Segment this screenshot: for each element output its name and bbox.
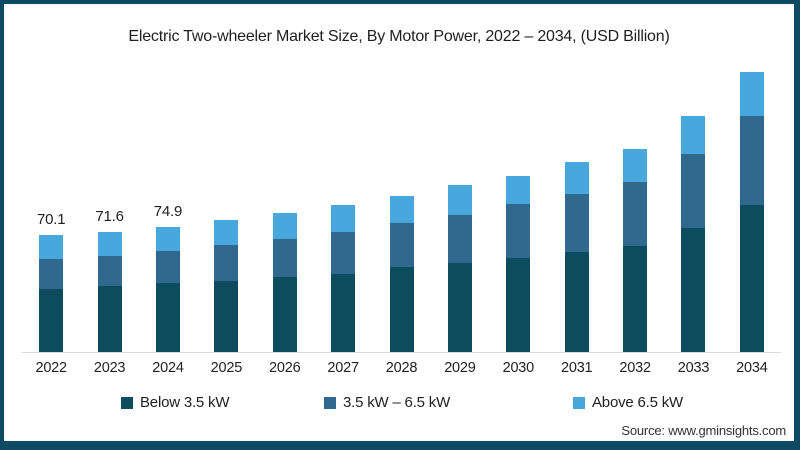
year-label: 2023: [93, 360, 126, 376]
legend-item-above-6.5-kw: Above 6.5 kW: [573, 394, 683, 411]
bar-column: 2025: [197, 53, 255, 376]
x-axis-line: [22, 352, 781, 353]
bar-segment-3.5-kw-6.5-kw: [681, 154, 706, 228]
year-label: 2032: [619, 360, 651, 376]
bar-segment-above-6.5-kw: [447, 184, 472, 215]
legend-label: Below 3.5 kW: [140, 394, 230, 411]
bar-segment-above-6.5-kw: [739, 71, 764, 116]
data-label: 71.6: [95, 207, 124, 225]
bar-segment-above-6.5-kw: [155, 226, 180, 252]
bar-stack: [155, 226, 180, 353]
bar-segment-3.5-kw-6.5-kw: [623, 182, 648, 246]
bar-stack: [39, 234, 64, 353]
bar-segment-3.5-kw-6.5-kw: [155, 251, 180, 284]
data-label: 74.9: [153, 202, 183, 220]
legend-label: 3.5 kW – 6.5 kW: [343, 394, 451, 411]
bar-segment-below-3.5-kw: [331, 273, 356, 353]
bar-segment-3.5-kw-6.5-kw: [272, 239, 297, 278]
bar-segment-above-6.5-kw: [272, 213, 297, 240]
bar-stack: [331, 205, 356, 353]
legend: Below 3.5 kW 3.5 kW – 6.5 kW Above 6.5 kW: [4, 394, 794, 414]
bar-segment-above-6.5-kw: [389, 195, 414, 224]
plot-area: 70.1 2022 71.6 2023 74.9 2024 2025 2026 2027 2028…: [22, 53, 781, 376]
bar-column: 2029: [431, 53, 489, 376]
bar-column: 2028: [372, 53, 430, 376]
bar-column: 2027: [314, 53, 372, 376]
legend-item-below-3.5-kw: Below 3.5 kW: [121, 394, 230, 411]
bar-segment-3.5-kw-6.5-kw: [389, 223, 414, 267]
year-label: 2029: [444, 360, 476, 376]
bar-segment-above-6.5-kw: [506, 175, 531, 205]
bar-column: 74.9 2024: [139, 53, 197, 376]
data-label: 70.1: [36, 210, 66, 228]
bar-segment-below-3.5-kw: [447, 262, 472, 353]
bar-segment-3.5-kw-6.5-kw: [331, 232, 356, 274]
bar-segment-above-6.5-kw: [97, 231, 122, 256]
chart-title: Electric Two-wheeler Market Size, By Mot…: [128, 28, 670, 45]
bar-stack: [214, 220, 239, 353]
year-label: 2033: [677, 360, 710, 376]
bar-column: 2030: [489, 53, 547, 376]
bar-segment-below-3.5-kw: [564, 252, 589, 353]
bar-segment-above-6.5-kw: [331, 205, 356, 233]
bar-stack: [447, 184, 472, 353]
bar-segment-below-3.5-kw: [506, 257, 531, 353]
bar-column: 2034: [723, 53, 781, 376]
year-label: 2025: [210, 360, 243, 376]
bar-segment-above-6.5-kw: [214, 220, 239, 246]
bar-column: 2026: [256, 53, 314, 376]
year-label: 2022: [35, 360, 67, 376]
bars-container: 70.1 2022 71.6 2023 74.9 2024 2025 2026 2027 2028…: [22, 53, 781, 376]
bar-column: 70.1 2022: [22, 53, 80, 376]
bar-column: 2031: [548, 53, 606, 376]
bar-segment-3.5-kw-6.5-kw: [447, 214, 472, 263]
bar-segment-3.5-kw-6.5-kw: [739, 115, 764, 205]
year-label: 2026: [269, 360, 301, 376]
year-label: 2024: [152, 360, 184, 376]
bar-segment-3.5-kw-6.5-kw: [564, 194, 589, 253]
year-label: 2030: [502, 360, 535, 376]
legend-swatch-icon: [324, 396, 336, 409]
bar-segment-below-3.5-kw: [39, 288, 64, 353]
bar-stack: [623, 148, 648, 353]
year-label: 2034: [736, 360, 768, 376]
bar-stack: [681, 116, 706, 353]
bar-column: 2032: [606, 53, 664, 376]
legend-label: Above 6.5 kW: [592, 394, 683, 411]
bar-segment-above-6.5-kw: [681, 116, 706, 155]
year-label: 2028: [385, 360, 418, 376]
bar-segment-3.5-kw-6.5-kw: [506, 204, 531, 258]
bar-segment-above-6.5-kw: [564, 162, 589, 195]
year-label: 2027: [327, 360, 359, 376]
bar-segment-3.5-kw-6.5-kw: [97, 255, 122, 287]
bar-segment-above-6.5-kw: [39, 234, 64, 259]
legend-item-3.5-kw-6.5-kw: 3.5 kW – 6.5 kW: [324, 394, 450, 411]
year-label: 2031: [560, 360, 593, 376]
bar-column: 71.6 2023: [80, 53, 138, 376]
legend-swatch-icon: [573, 396, 585, 409]
bar-segment-3.5-kw-6.5-kw: [39, 258, 64, 289]
bar-stack: [739, 71, 764, 353]
bar-segment-3.5-kw-6.5-kw: [214, 245, 239, 281]
bar-segment-below-3.5-kw: [681, 227, 706, 353]
bar-segment-below-3.5-kw: [214, 280, 239, 353]
bar-column: 2033: [664, 53, 722, 376]
source-text: Source: www.gminsights.com: [621, 423, 786, 438]
bar-segment-above-6.5-kw: [623, 148, 648, 183]
bar-segment-below-3.5-kw: [97, 286, 122, 353]
legend-swatch-icon: [121, 396, 133, 409]
bar-segment-below-3.5-kw: [272, 277, 297, 353]
bar-stack: [506, 175, 531, 353]
bar-segment-below-3.5-kw: [155, 283, 180, 353]
bar-stack: [272, 213, 297, 353]
bar-stack: [564, 162, 589, 353]
bar-segment-below-3.5-kw: [389, 266, 414, 353]
bar-segment-below-3.5-kw: [739, 204, 764, 353]
bar-stack: [389, 195, 414, 353]
bar-stack: [97, 231, 122, 353]
bar-segment-below-3.5-kw: [623, 245, 648, 353]
